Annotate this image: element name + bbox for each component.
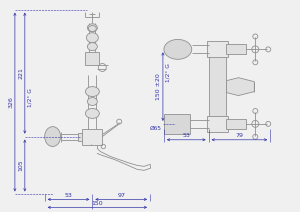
Bar <box>207 41 229 57</box>
Ellipse shape <box>45 127 61 146</box>
Text: 97: 97 <box>117 193 125 198</box>
Ellipse shape <box>85 109 99 118</box>
Text: 150: 150 <box>92 201 103 206</box>
Text: 150 ±20: 150 ±20 <box>156 73 161 100</box>
Bar <box>226 119 246 129</box>
Text: 1/2° G: 1/2° G <box>165 63 170 82</box>
Text: 1/2° G: 1/2° G <box>27 88 32 107</box>
Bar <box>164 114 190 134</box>
Text: Ø65: Ø65 <box>150 126 162 131</box>
Ellipse shape <box>86 33 98 43</box>
Ellipse shape <box>88 25 96 32</box>
Text: 53: 53 <box>182 133 190 138</box>
Text: 105: 105 <box>18 160 23 171</box>
Bar <box>82 129 102 145</box>
Text: 221: 221 <box>18 67 23 79</box>
Bar <box>79 132 84 141</box>
Text: 53: 53 <box>64 193 73 198</box>
Bar <box>208 49 226 124</box>
Text: 79: 79 <box>236 133 243 138</box>
Bar <box>85 52 99 66</box>
Ellipse shape <box>164 39 192 59</box>
Bar <box>226 44 246 54</box>
Text: 326: 326 <box>8 96 14 108</box>
Ellipse shape <box>87 24 97 32</box>
Polygon shape <box>226 78 254 96</box>
Bar <box>207 116 229 132</box>
Ellipse shape <box>87 43 97 51</box>
Ellipse shape <box>87 98 97 106</box>
Ellipse shape <box>85 87 99 96</box>
